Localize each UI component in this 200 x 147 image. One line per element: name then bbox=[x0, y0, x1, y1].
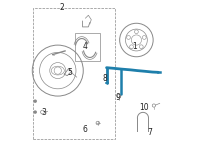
Text: 1: 1 bbox=[132, 42, 137, 51]
Text: 4: 4 bbox=[82, 42, 87, 51]
Text: 9: 9 bbox=[116, 93, 121, 102]
Circle shape bbox=[34, 111, 36, 113]
Bar bbox=[33, 8, 115, 139]
Text: 6: 6 bbox=[82, 125, 87, 134]
Text: 10: 10 bbox=[139, 103, 148, 112]
Text: 3: 3 bbox=[42, 108, 46, 117]
Circle shape bbox=[34, 100, 36, 102]
Text: 8: 8 bbox=[103, 74, 107, 83]
Text: 7: 7 bbox=[147, 128, 152, 137]
Bar bbox=[75, 34, 100, 61]
Text: 5: 5 bbox=[68, 68, 73, 77]
Text: 2: 2 bbox=[59, 3, 64, 12]
